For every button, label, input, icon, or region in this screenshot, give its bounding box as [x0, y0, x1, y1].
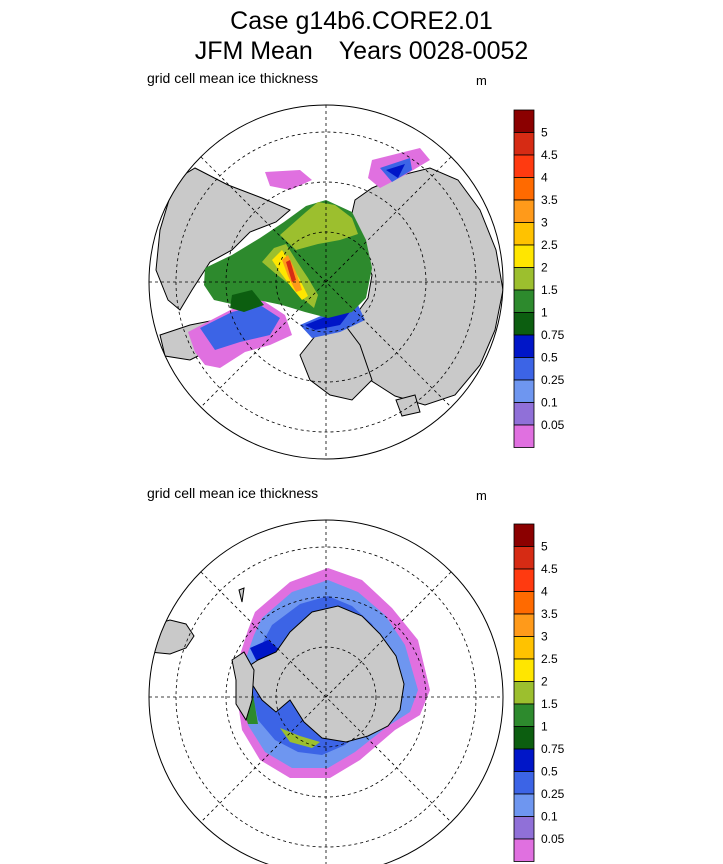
sh-colorbar-tick-label: 4 — [541, 585, 548, 599]
nh-unit-label: m — [476, 73, 487, 88]
antarctic-land — [231, 605, 405, 743]
nh-colorbar-tick-label: 3 — [541, 216, 548, 230]
nh-colorbar-tick-label: 1.5 — [541, 283, 558, 297]
sh-colorbar-tick-label: 0.1 — [541, 810, 558, 824]
sh-colorbar-swatch — [513, 636, 535, 660]
nh-colorbar-swatch — [513, 267, 535, 291]
sh-colorbar-swatch — [513, 771, 535, 795]
arctic-map-border — [148, 104, 504, 460]
sh-colorbar-swatch — [513, 658, 535, 682]
nh-colorbar-tick-label: 2.5 — [541, 238, 558, 252]
period-title: JFM Mean Years 0028-0052 — [0, 36, 723, 66]
nh-colorbar-tick-label: 3.5 — [541, 193, 558, 207]
arctic-land — [155, 167, 503, 417]
nh-colorbar-tick-label: 1 — [541, 306, 548, 320]
nh-colorbar-swatch — [513, 334, 535, 358]
sh-colorbar-swatch — [513, 703, 535, 727]
nh-colorbar-tick-label: 0.25 — [541, 373, 565, 387]
nh-colorbar-swatch — [513, 244, 535, 268]
nh-colorbar-tick-label: 2 — [541, 261, 548, 275]
nh-colorbar-swatch — [513, 424, 535, 448]
sh-colorbar-swatch — [513, 591, 535, 615]
nh-colorbar: 5 4.5 4 3.5 3 2.5 2 1.5 1 0.75 0.5 0.25 0.1 0.05 — [513, 109, 565, 448]
antarctic-map-border — [148, 519, 504, 864]
sh-colorbar-tick-label: 2 — [541, 675, 548, 689]
sh-colorbar-tick-label: 0.25 — [541, 787, 565, 801]
nh-colorbar-swatch — [513, 289, 535, 313]
sh-colorbar-tick-label: 4.5 — [541, 562, 558, 576]
sh-colorbar-swatch — [513, 681, 535, 705]
sh-colorbar-swatch — [513, 793, 535, 817]
sh-colorbar-tick-label: 1.5 — [541, 697, 558, 711]
nh-colorbar-tick-label: 0.05 — [541, 418, 565, 432]
nh-colorbar-tick-label: 5 — [541, 126, 548, 140]
sh-colorbar-tick-label: 3 — [541, 630, 548, 644]
nh-colorbar-swatch — [513, 222, 535, 246]
sh-colorbar-tick-label: 0.05 — [541, 832, 565, 846]
nh-colorbar-swatch — [513, 312, 535, 336]
nh-variable-label: grid cell mean ice thickness — [147, 70, 319, 86]
sh-colorbar-swatch — [513, 838, 535, 862]
sh-colorbar-tick-label: 2.5 — [541, 652, 558, 666]
sh-unit-label: m — [476, 488, 487, 503]
sh-colorbar-swatch — [513, 726, 535, 750]
mean-label: JFM Mean — [194, 37, 313, 65]
sh-colorbar-swatch — [513, 816, 535, 840]
nh-colorbar-swatch — [513, 402, 535, 426]
sh-colorbar-swatch — [513, 568, 535, 592]
sh-colorbar-tick-label: 0.75 — [541, 742, 565, 756]
nh-colorbar-swatch — [513, 357, 535, 381]
sh-colorbar-swatch — [513, 748, 535, 772]
nh-colorbar-swatch — [513, 132, 535, 156]
nh-colorbar-swatch — [513, 177, 535, 201]
nh-colorbar-tick-label: 0.5 — [541, 351, 558, 365]
years-label: Years 0028-0052 — [338, 37, 529, 65]
sh-colorbar-tick-label: 1 — [541, 720, 548, 734]
arctic-map — [148, 104, 504, 460]
sh-colorbar-tick-label: 0.5 — [541, 765, 558, 779]
nh-colorbar-tick-label: 0.75 — [541, 328, 565, 342]
sh-colorbar: 5 4.5 4 3.5 3 2.5 2 1.5 1 0.75 0.5 0.25 0.1 0.05 — [513, 523, 565, 862]
antarctic-map — [148, 519, 504, 864]
nh-colorbar-tick-label: 0.1 — [541, 396, 558, 410]
nh-colorbar-swatch — [513, 109, 535, 133]
sh-colorbar-swatch — [513, 613, 535, 637]
sh-colorbar-swatch — [513, 546, 535, 570]
nh-colorbar-tick-label: 4.5 — [541, 148, 558, 162]
arctic-graticule — [149, 105, 503, 459]
antarctic-graticule — [149, 520, 503, 864]
nh-colorbar-tick-label: 4 — [541, 171, 548, 185]
sh-colorbar-tick-label: 3.5 — [541, 607, 558, 621]
arctic-sea-ice — [188, 148, 430, 368]
nh-colorbar-swatch — [513, 154, 535, 178]
nh-colorbar-swatch — [513, 199, 535, 223]
case-title: Case g14b6.CORE2.01 — [230, 7, 493, 35]
sh-variable-label: grid cell mean ice thickness — [147, 485, 319, 501]
nh-colorbar-swatch — [513, 379, 535, 403]
sh-colorbar-tick-label: 5 — [541, 540, 548, 554]
sh-colorbar-swatch — [513, 523, 535, 547]
